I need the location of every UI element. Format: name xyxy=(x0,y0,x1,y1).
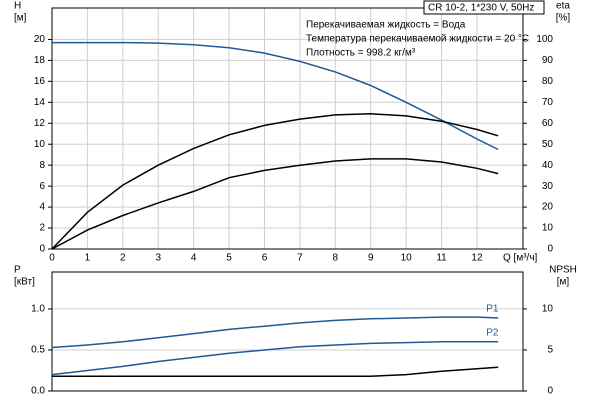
y-tick-label: 1.0 xyxy=(31,304,45,315)
y2-tick-label: 90 xyxy=(542,55,554,66)
x-tick-label: 4 xyxy=(191,253,197,264)
x-tick-label: 1 xyxy=(85,253,91,264)
series-line xyxy=(52,41,499,151)
y-axis-unit: [м] xyxy=(14,13,27,24)
x-tick-label: 6 xyxy=(262,253,268,264)
y-tick-label: 20 xyxy=(34,34,46,45)
y2-tick-label: 5 xyxy=(547,345,553,356)
x-tick-label: 10 xyxy=(401,253,413,264)
y2-tick-label: 100 xyxy=(536,34,553,45)
x-tick-label: 5 xyxy=(226,253,232,264)
x-tick-label: 2 xyxy=(120,253,126,264)
x-tick-label: 3 xyxy=(155,253,161,264)
y-tick-label: 10 xyxy=(34,139,46,150)
y2-tick-label: 70 xyxy=(542,97,554,108)
y2-axis-unit: [м] xyxy=(557,277,570,288)
y-axis-unit: [кВт] xyxy=(14,277,35,288)
x-tick-label: 8 xyxy=(333,253,339,264)
y-tick-label: 0 xyxy=(39,244,45,255)
y2-axis-label: eta xyxy=(556,1,570,12)
y2-axis-label: NPSH xyxy=(549,265,577,276)
annotation: Плотность = 998.2 кг/м³ xyxy=(306,48,416,59)
x-tick-label: 12 xyxy=(471,253,483,264)
info-box xyxy=(423,0,545,15)
x-tick-label: 0 xyxy=(49,253,55,264)
y2-tick-label: 20 xyxy=(542,202,554,213)
y2-tick-label: 50 xyxy=(542,139,554,150)
y-tick-label: 4 xyxy=(39,202,45,213)
y2-axis-unit: [%] xyxy=(556,13,571,24)
y-tick-label: 12 xyxy=(34,118,46,129)
y-tick-label: 2 xyxy=(39,223,45,234)
y2-tick-label: 30 xyxy=(542,181,554,192)
annotation: Перекачиваемая жидкость = Вода xyxy=(306,20,466,31)
series-label: P1 xyxy=(486,304,499,315)
series-line xyxy=(51,113,499,250)
y-axis-label: P xyxy=(14,265,21,276)
y-axis-label: H xyxy=(14,1,21,12)
y2-tick-label: 0 xyxy=(547,386,553,397)
series-line xyxy=(51,158,499,250)
y2-tick-label: 80 xyxy=(542,76,554,87)
y-tick-label: 6 xyxy=(39,181,45,192)
series-label: P2 xyxy=(486,327,499,338)
plot-frame xyxy=(51,7,524,250)
y-tick-label: 8 xyxy=(39,160,45,171)
y2-tick-label: 0 xyxy=(547,244,553,255)
x-axis-label: Q [м³/ч] xyxy=(503,253,538,264)
y2-tick-label: 40 xyxy=(542,160,554,171)
y-tick-label: 16 xyxy=(34,76,46,87)
y-tick-label: 14 xyxy=(34,97,46,108)
y2-tick-label: 10 xyxy=(542,304,554,315)
series-line xyxy=(51,341,499,376)
y2-tick-label: 60 xyxy=(542,118,554,129)
info-title: CR 10-2, 1*230 V, 50Hz xyxy=(428,3,534,14)
y2-tick-label: 10 xyxy=(542,223,554,234)
x-tick-label: 11 xyxy=(436,253,447,264)
y-tick-label: 18 xyxy=(34,55,46,66)
annotation: Температура перекачиваемой жидкости = 20… xyxy=(306,34,529,45)
x-tick-label: 7 xyxy=(297,253,303,264)
x-tick-label: 9 xyxy=(368,253,374,264)
plot-frame xyxy=(51,271,524,392)
series-line xyxy=(51,316,499,349)
y-tick-label: 0.5 xyxy=(31,345,45,356)
y-tick-label: 0.0 xyxy=(31,386,45,397)
series-line xyxy=(52,366,499,377)
